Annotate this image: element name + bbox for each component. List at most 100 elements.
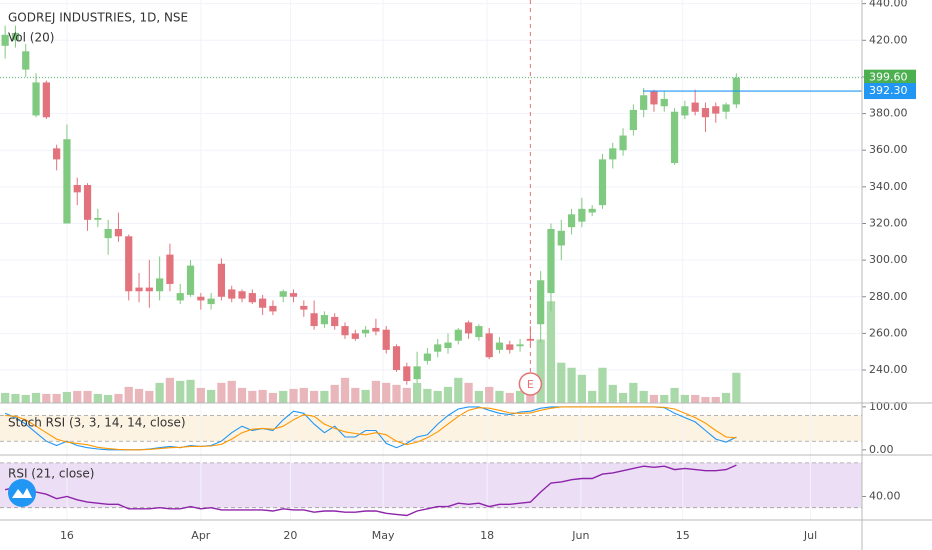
candle-body bbox=[650, 91, 658, 105]
candle-body bbox=[269, 305, 277, 312]
volume-bar bbox=[289, 388, 298, 403]
x-tick-label: 15 bbox=[676, 529, 690, 542]
y-tick-label: 100.00 bbox=[869, 400, 908, 413]
volume-bar bbox=[299, 387, 308, 403]
candle-body bbox=[300, 305, 308, 310]
candle-body bbox=[629, 109, 637, 131]
x-tick-label: 20 bbox=[283, 529, 297, 542]
volume-bar bbox=[433, 390, 442, 403]
candle-body bbox=[640, 95, 648, 110]
candle-body bbox=[1, 34, 9, 46]
candle-body bbox=[259, 298, 267, 308]
candle-body bbox=[217, 263, 226, 297]
candle-body bbox=[701, 108, 710, 118]
pane-title: Vol (20) bbox=[8, 31, 54, 45]
y-tick-label: 420.00 bbox=[869, 33, 908, 46]
volume-bar bbox=[557, 362, 566, 403]
candle-body bbox=[176, 293, 184, 301]
volume-bar bbox=[165, 377, 175, 403]
volume-bar bbox=[279, 390, 288, 403]
candle-body bbox=[248, 293, 256, 303]
candle-body bbox=[42, 82, 50, 118]
candle-body bbox=[83, 185, 92, 220]
candle-body bbox=[32, 82, 40, 116]
x-tick-label: Jul bbox=[803, 529, 817, 542]
volume-bar bbox=[474, 390, 484, 403]
hline-box bbox=[864, 83, 916, 100]
candle-body bbox=[135, 287, 143, 292]
candle-body bbox=[547, 228, 555, 294]
candle-body bbox=[279, 291, 287, 297]
volume-bar bbox=[382, 382, 391, 403]
volume-bar bbox=[62, 391, 72, 403]
candle-body bbox=[351, 333, 359, 339]
volume-bar bbox=[114, 393, 123, 403]
logo-mark bbox=[12, 488, 32, 498]
volume-bar bbox=[320, 390, 329, 403]
candle-body bbox=[331, 316, 339, 327]
indicator-line bbox=[4, 464, 737, 517]
candle-body bbox=[670, 111, 679, 164]
candle-body bbox=[495, 342, 504, 350]
volume-bar bbox=[515, 390, 525, 403]
volume-bar bbox=[649, 394, 659, 403]
volume-bar bbox=[598, 367, 607, 403]
candle-body bbox=[516, 344, 524, 347]
candle-body bbox=[104, 228, 112, 239]
volume-bar bbox=[526, 388, 535, 403]
volume-bar bbox=[711, 396, 720, 403]
volume-bar bbox=[618, 392, 628, 403]
x-tick-label: 16 bbox=[60, 529, 74, 542]
candle-body bbox=[63, 139, 71, 224]
y-tick-label: 240.00 bbox=[869, 363, 908, 376]
candle-body bbox=[691, 102, 699, 112]
volume-bar bbox=[176, 380, 185, 403]
candle-body bbox=[114, 228, 123, 237]
candle-body bbox=[125, 236, 133, 292]
candle-body bbox=[382, 329, 390, 350]
volume-bar bbox=[577, 374, 586, 403]
volume-bar bbox=[691, 394, 700, 403]
volume-bar bbox=[629, 382, 638, 403]
last-price-label: 399.60 bbox=[869, 71, 908, 84]
y-tick-label: 300.00 bbox=[869, 253, 908, 266]
volume-bar bbox=[104, 394, 113, 403]
y-tick-label: 280.00 bbox=[869, 290, 908, 303]
volume-bar bbox=[237, 387, 247, 403]
volume-bar bbox=[454, 377, 463, 403]
volume-bar bbox=[392, 384, 401, 403]
candle-body bbox=[681, 106, 689, 116]
candle-body bbox=[609, 148, 617, 160]
event-marker bbox=[518, 372, 543, 396]
candle-body bbox=[475, 326, 483, 338]
volume-bar bbox=[93, 393, 102, 403]
indicator-line bbox=[5, 406, 737, 451]
volume-bar bbox=[196, 387, 205, 403]
x-tick-label: Jun bbox=[571, 529, 589, 542]
candle-body bbox=[444, 342, 452, 349]
candle-body bbox=[156, 278, 164, 292]
volume-bar bbox=[258, 389, 267, 403]
volume-bar bbox=[464, 382, 473, 403]
candle-body bbox=[485, 333, 493, 358]
volume-bar bbox=[1, 392, 10, 403]
volume-bar bbox=[402, 387, 411, 403]
volume-bar bbox=[309, 390, 319, 403]
y-tick-label: 320.00 bbox=[869, 216, 908, 229]
candle-body bbox=[722, 104, 730, 112]
candle-body bbox=[361, 329, 370, 334]
candle-body bbox=[403, 366, 411, 382]
volume-bar bbox=[124, 386, 133, 403]
candle-body bbox=[11, 32, 20, 41]
candle-body bbox=[712, 106, 720, 114]
last-price-box bbox=[864, 69, 916, 86]
volume-bar bbox=[186, 379, 195, 403]
volume-bar bbox=[42, 393, 51, 403]
volume-bar bbox=[546, 301, 556, 403]
candle-body bbox=[578, 208, 586, 222]
band bbox=[0, 462, 862, 508]
volume-bar bbox=[340, 377, 350, 403]
y-tick-label: 440.00 bbox=[869, 0, 908, 10]
candle-body bbox=[557, 230, 565, 246]
